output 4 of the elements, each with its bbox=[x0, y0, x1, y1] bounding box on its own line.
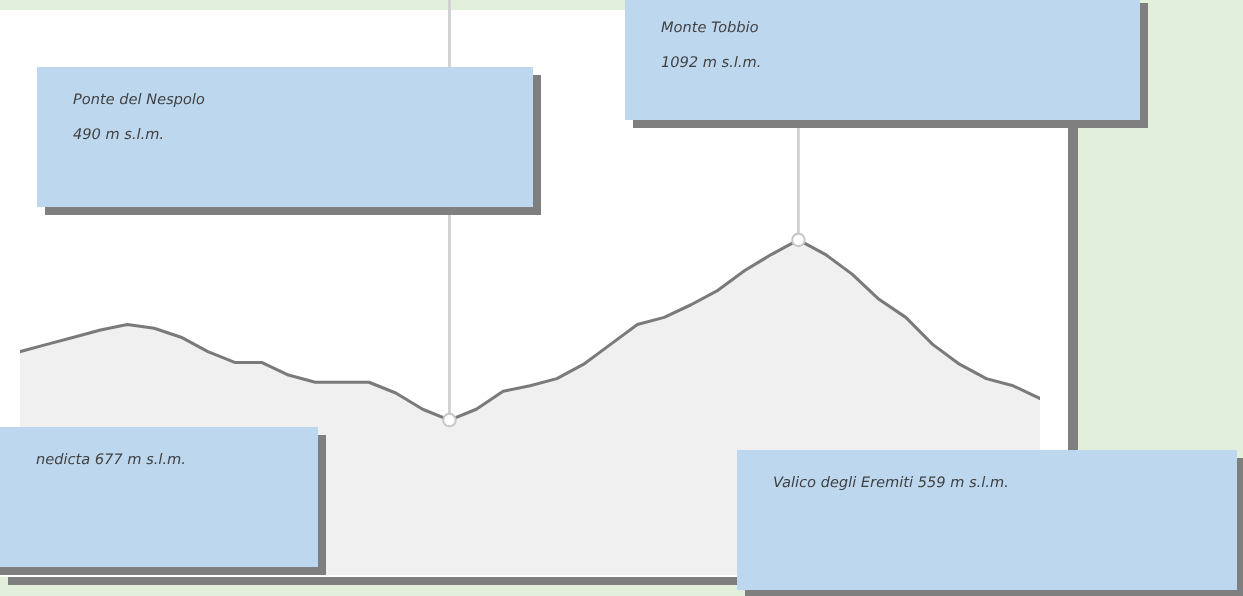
text: Valico degli Eremiti 559 m s.l.m. bbox=[774, 476, 1007, 491]
text: nedicta 677 m s.l.m. bbox=[36, 453, 184, 465]
text: Ponte del Nespolo 490 m s.l.m. bbox=[73, 93, 205, 140]
text: Monte Tobbio 1092 m s.l.m. bbox=[661, 21, 760, 68]
